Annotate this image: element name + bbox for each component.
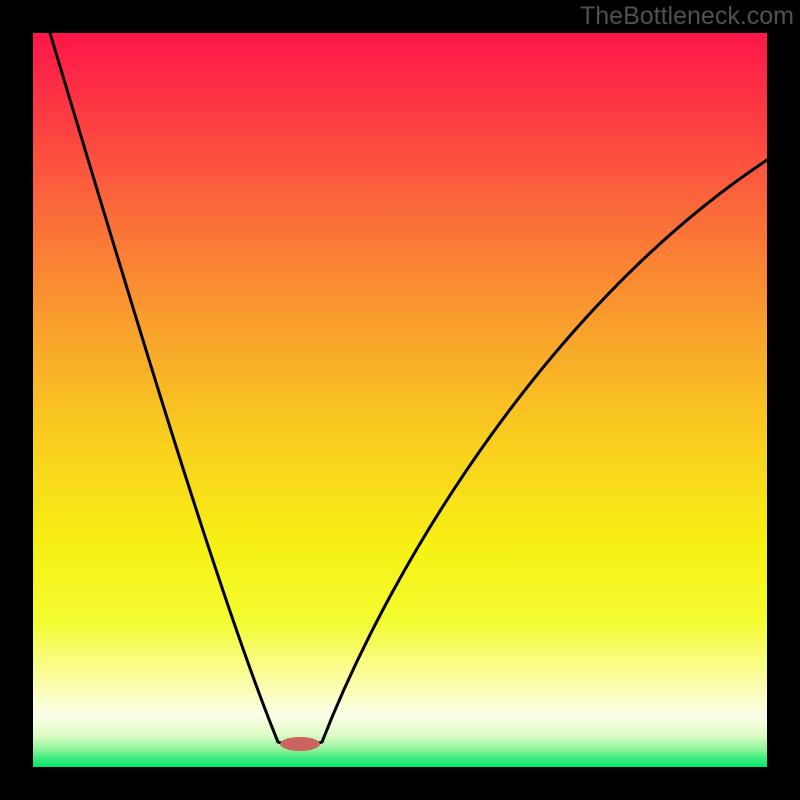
chart-svg (0, 0, 800, 800)
dip-marker (280, 737, 320, 751)
plot-background (33, 33, 767, 767)
watermark-text: TheBottleneck.com (580, 2, 794, 31)
